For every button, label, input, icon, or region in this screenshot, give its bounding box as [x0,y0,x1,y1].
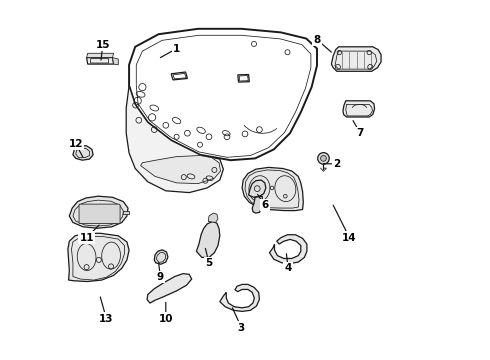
Polygon shape [242,167,303,211]
Polygon shape [87,53,114,58]
Polygon shape [270,235,307,264]
Text: 15: 15 [96,40,110,60]
Polygon shape [113,58,118,65]
Text: 7: 7 [353,121,364,138]
Text: 1: 1 [160,44,180,58]
Polygon shape [248,180,266,197]
Polygon shape [141,156,220,184]
Text: 13: 13 [99,297,114,324]
Polygon shape [123,211,129,214]
Text: 8: 8 [314,35,331,52]
Text: 6: 6 [258,194,269,210]
Circle shape [318,153,329,164]
Polygon shape [208,213,218,222]
Polygon shape [147,274,192,303]
Text: 12: 12 [69,139,83,157]
Text: 4: 4 [285,254,292,273]
Polygon shape [154,250,168,264]
Polygon shape [252,196,262,213]
Polygon shape [87,58,114,64]
Text: 14: 14 [333,205,357,243]
Text: 11: 11 [79,225,99,243]
Polygon shape [331,47,381,71]
Polygon shape [220,284,259,311]
Text: 10: 10 [159,302,173,324]
Polygon shape [343,101,374,117]
Polygon shape [69,196,128,228]
Polygon shape [126,86,223,193]
Text: 3: 3 [232,308,245,333]
Polygon shape [68,233,129,282]
FancyBboxPatch shape [79,204,120,224]
Text: 9: 9 [157,263,164,282]
Polygon shape [196,221,220,257]
Text: 2: 2 [323,159,341,169]
Text: 5: 5 [205,248,213,268]
Polygon shape [73,146,93,160]
Circle shape [320,156,326,161]
